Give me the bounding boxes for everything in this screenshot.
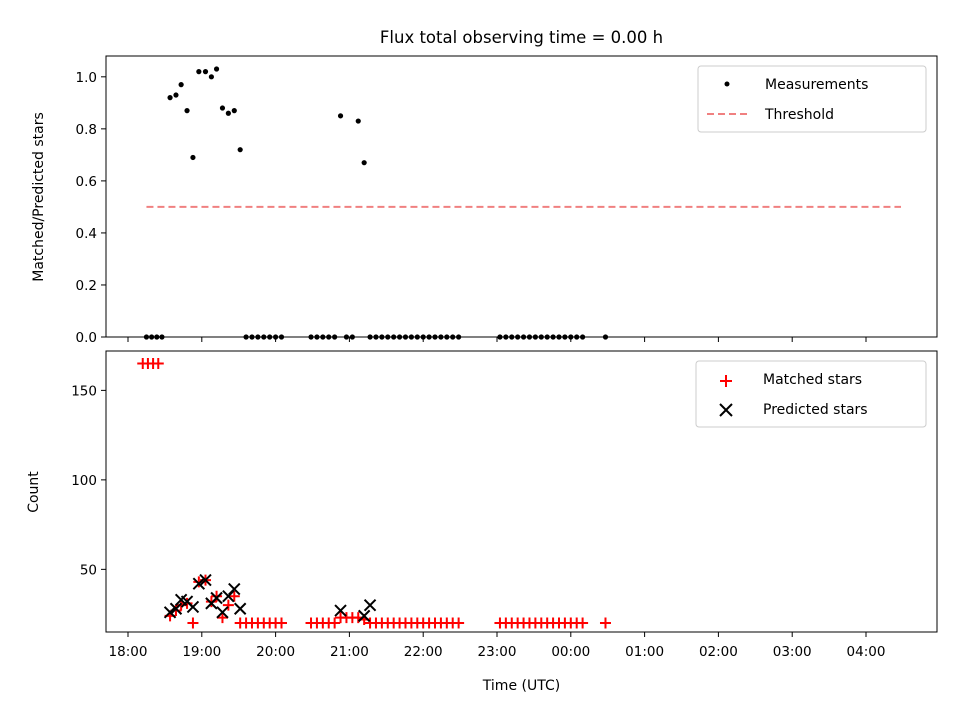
matched-star-point bbox=[228, 590, 240, 602]
measurement-point bbox=[213, 66, 220, 72]
x-tick-label: 19:00 bbox=[182, 644, 221, 660]
predicted-stars-points bbox=[163, 573, 377, 623]
matched-stars-points bbox=[137, 358, 611, 629]
matched-star-point bbox=[222, 599, 234, 611]
matched-star-point bbox=[453, 617, 465, 629]
measurement-point bbox=[178, 82, 184, 88]
top-y-tick-label: 0.8 bbox=[76, 122, 97, 138]
x-tick-label: 23:00 bbox=[478, 644, 517, 660]
predicted-star-point bbox=[233, 602, 247, 615]
x-tick-label: 22:00 bbox=[404, 644, 443, 660]
measurement-point bbox=[219, 105, 226, 111]
top-y-tick-label: 0.0 bbox=[76, 330, 97, 346]
legend-matched-marker bbox=[720, 375, 732, 387]
top-legend-box bbox=[697, 65, 927, 133]
measurement-point bbox=[361, 160, 367, 166]
matched-star-point bbox=[152, 358, 164, 370]
matched-star-point bbox=[276, 617, 288, 629]
top-plot-frame bbox=[105, 55, 938, 338]
matched-star-point bbox=[205, 596, 217, 608]
legend-threshold-label: Threshold bbox=[764, 107, 834, 123]
bottom-plot-frame bbox=[105, 350, 938, 633]
x-tick-label: 18:00 bbox=[109, 644, 148, 660]
predicted-star-point bbox=[363, 598, 377, 612]
bottom-legend-box bbox=[695, 360, 927, 428]
matched-star-point bbox=[211, 590, 223, 602]
matched-star-point bbox=[599, 617, 611, 629]
bottom-panel: Count Time (UTC) 50 100 150 18:00 19:00 20:0… bbox=[26, 350, 938, 694]
bottom-y-tick-label: 150 bbox=[71, 383, 97, 399]
legend-predicted-label: Predicted stars bbox=[763, 402, 868, 418]
top-y-tick-label: 0.2 bbox=[76, 278, 97, 294]
measurement-point bbox=[231, 108, 237, 114]
predicted-star-point bbox=[163, 606, 177, 619]
top-y-ticks: 0.0 0.2 0.4 0.6 0.8 1.0 bbox=[76, 70, 106, 346]
measurement-point bbox=[208, 74, 214, 80]
bottom-y-axis-label: Count bbox=[26, 471, 42, 513]
bottom-y-ticks: 50 100 150 bbox=[71, 383, 106, 578]
predicted-star-point bbox=[228, 582, 241, 596]
matched-star-point bbox=[187, 617, 199, 629]
measurement-point bbox=[337, 113, 344, 119]
matched-star-point bbox=[577, 617, 589, 629]
measurement-point bbox=[190, 154, 196, 161]
measurement-point bbox=[202, 69, 209, 75]
top-panel: Matched/Predicted stars 0.0 0.2 0.4 0.6 0.8 1… bbox=[31, 55, 938, 346]
top-legend: Measurements Threshold bbox=[697, 65, 927, 133]
predicted-star-point bbox=[334, 604, 347, 617]
legend-matched-label: Matched stars bbox=[763, 372, 862, 388]
x-tick-label: 00:00 bbox=[551, 644, 590, 660]
bottom-x-axis-label: Time (UTC) bbox=[482, 678, 560, 694]
legend-measurements-label: Measurements bbox=[765, 77, 868, 93]
top-y-axis-label: Matched/Predicted stars bbox=[31, 112, 47, 282]
predicted-star-point bbox=[216, 606, 229, 619]
x-tick-label: 20:00 bbox=[256, 644, 295, 660]
measurement-point bbox=[237, 147, 243, 153]
predicted-star-point bbox=[186, 600, 200, 614]
top-y-tick-label: 0.4 bbox=[76, 226, 97, 242]
bottom-y-tick-label: 100 bbox=[71, 473, 97, 489]
predicted-star-point bbox=[357, 609, 371, 623]
x-tick-label: 02:00 bbox=[699, 644, 738, 660]
predicted-star-point bbox=[199, 573, 212, 587]
legend-predicted-marker bbox=[719, 403, 733, 417]
predicted-star-point bbox=[169, 602, 183, 615]
measurement-point bbox=[167, 95, 173, 101]
x-tick-label: 21:00 bbox=[330, 644, 369, 660]
measurement-point bbox=[173, 92, 179, 98]
legend-measurements-marker bbox=[724, 81, 730, 87]
measurement-point bbox=[355, 118, 361, 124]
x-tick-label: 04:00 bbox=[847, 644, 886, 660]
predicted-star-point bbox=[210, 591, 223, 605]
matched-star-point bbox=[216, 612, 228, 624]
bottom-y-tick-label: 50 bbox=[80, 562, 97, 578]
measurement-point bbox=[196, 69, 202, 75]
matched-star-point bbox=[329, 617, 341, 629]
x-tick-label: 01:00 bbox=[625, 644, 664, 660]
chart-title: Flux total observing time = 0.00 h bbox=[380, 28, 663, 47]
bottom-x-ticks: 18:00 19:00 20:00 21:00 22:00 23:00 00:00 01:00… bbox=[109, 632, 886, 660]
bottom-legend: Matched stars Predicted stars bbox=[695, 360, 927, 428]
measurement-point bbox=[225, 110, 231, 116]
top-y-tick-label: 0.6 bbox=[76, 174, 97, 190]
predicted-star-point bbox=[192, 577, 206, 590]
top-y-tick-label: 1.0 bbox=[76, 70, 97, 86]
x-tick-label: 03:00 bbox=[773, 644, 812, 660]
measurement-point bbox=[184, 108, 190, 114]
